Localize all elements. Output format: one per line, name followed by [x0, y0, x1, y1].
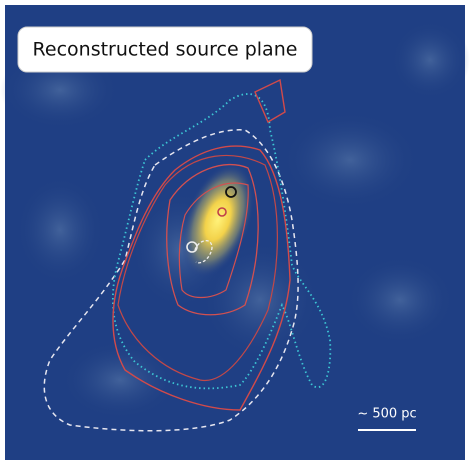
- marker-circle: [217, 207, 227, 217]
- noise-patches: [0, 20, 470, 420]
- contours: [43, 78, 332, 432]
- marker-circle: [186, 241, 198, 253]
- marker-circle: [225, 186, 237, 198]
- title-box: [17, 26, 313, 73]
- scale-bar-label: ~ 500 pc: [357, 407, 416, 422]
- title: Reconstructed source plane: [33, 39, 298, 61]
